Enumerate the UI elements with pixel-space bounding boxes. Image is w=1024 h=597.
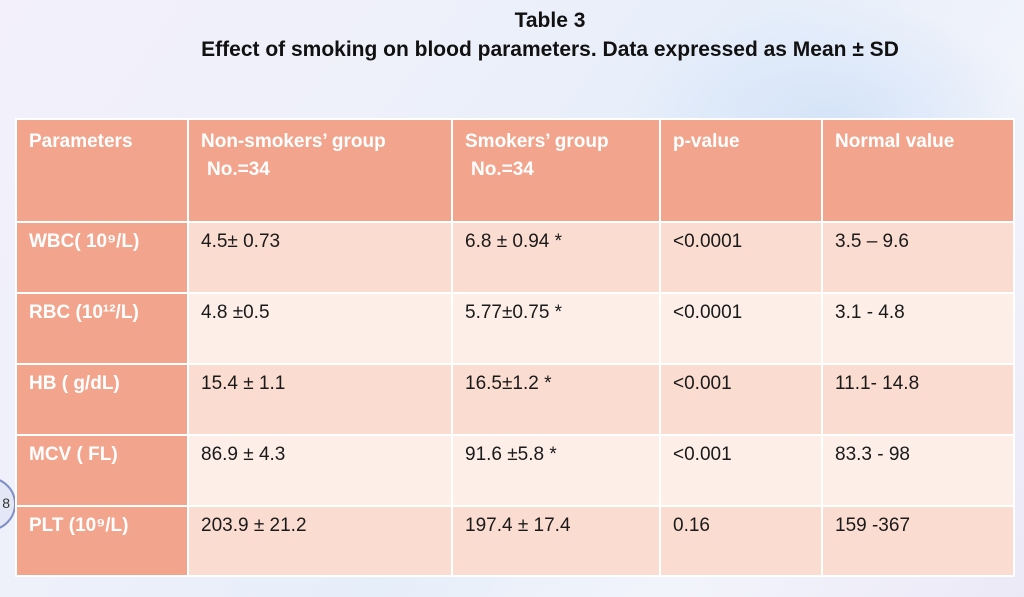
cell-smokers: 197.4 ± 17.4: [451, 505, 661, 577]
cell-p-value: <0.001: [659, 363, 823, 436]
row-parameter: RBC (10¹²/L): [15, 292, 189, 365]
header-normal-value: Normal value: [821, 118, 1015, 223]
cell-p-value: <0.0001: [659, 292, 823, 365]
cell-non-smokers: 15.4 ± 1.1: [187, 363, 453, 436]
row-parameter: MCV ( FL): [15, 434, 189, 507]
cell-non-smokers: 86.9 ± 4.3: [187, 434, 453, 507]
cell-p-value: <0.0001: [659, 221, 823, 294]
row-parameter: HB ( g/dL): [15, 363, 189, 436]
header-smokers: Smokers’ group No.=34: [451, 118, 661, 223]
slide-number: 8: [2, 495, 10, 511]
table-row: RBC (10¹²/L) 4.8 ±0.5 5.77±0.75 * <0.000…: [15, 292, 1015, 365]
cell-non-smokers: 203.9 ± 21.2: [187, 505, 453, 577]
cell-normal-value: 3.1 - 4.8: [821, 292, 1015, 365]
cell-non-smokers: 4.8 ±0.5: [187, 292, 453, 365]
cell-normal-value: 159 -367: [821, 505, 1015, 577]
table-header-row: Parameters Non-smokers’ group No.=34 Smo…: [15, 118, 1015, 223]
row-parameter: PLT (10⁹/L): [15, 505, 189, 577]
table-row: MCV ( FL) 86.9 ± 4.3 91.6 ±5.8 * <0.001 …: [15, 434, 1015, 507]
cell-smokers: 16.5±1.2 *: [451, 363, 661, 436]
table-row: PLT (10⁹/L) 203.9 ± 21.2 197.4 ± 17.4 0.…: [15, 505, 1015, 577]
cell-p-value: 0.16: [659, 505, 823, 577]
table-caption: Effect of smoking on blood parameters. D…: [201, 38, 899, 61]
cell-smokers: 6.8 ± 0.94 *: [451, 221, 661, 294]
table-row: WBC( 10⁹/L) 4.5± 0.73 6.8 ± 0.94 * <0.00…: [15, 221, 1015, 294]
cell-smokers: 5.77±0.75 *: [451, 292, 661, 365]
table-row: HB ( g/dL) 15.4 ± 1.1 16.5±1.2 * <0.001 …: [15, 363, 1015, 436]
cell-non-smokers: 4.5± 0.73: [187, 221, 453, 294]
table-number-title: Table 3: [514, 9, 586, 32]
blood-parameters-table: Parameters Non-smokers’ group No.=34 Smo…: [15, 118, 1015, 577]
header-p-value: p-value: [659, 118, 823, 223]
cell-normal-value: 83.3 - 98: [821, 434, 1015, 507]
slide-number-badge[interactable]: 8: [0, 477, 16, 531]
cell-smokers: 91.6 ±5.8 *: [451, 434, 661, 507]
cell-normal-value: 11.1- 14.8: [821, 363, 1015, 436]
row-parameter: WBC( 10⁹/L): [15, 221, 189, 294]
cell-normal-value: 3.5 – 9.6: [821, 221, 1015, 294]
header-non-smokers: Non-smokers’ group No.=34: [187, 118, 453, 223]
header-parameters: Parameters: [15, 118, 189, 223]
cell-p-value: <0.001: [659, 434, 823, 507]
